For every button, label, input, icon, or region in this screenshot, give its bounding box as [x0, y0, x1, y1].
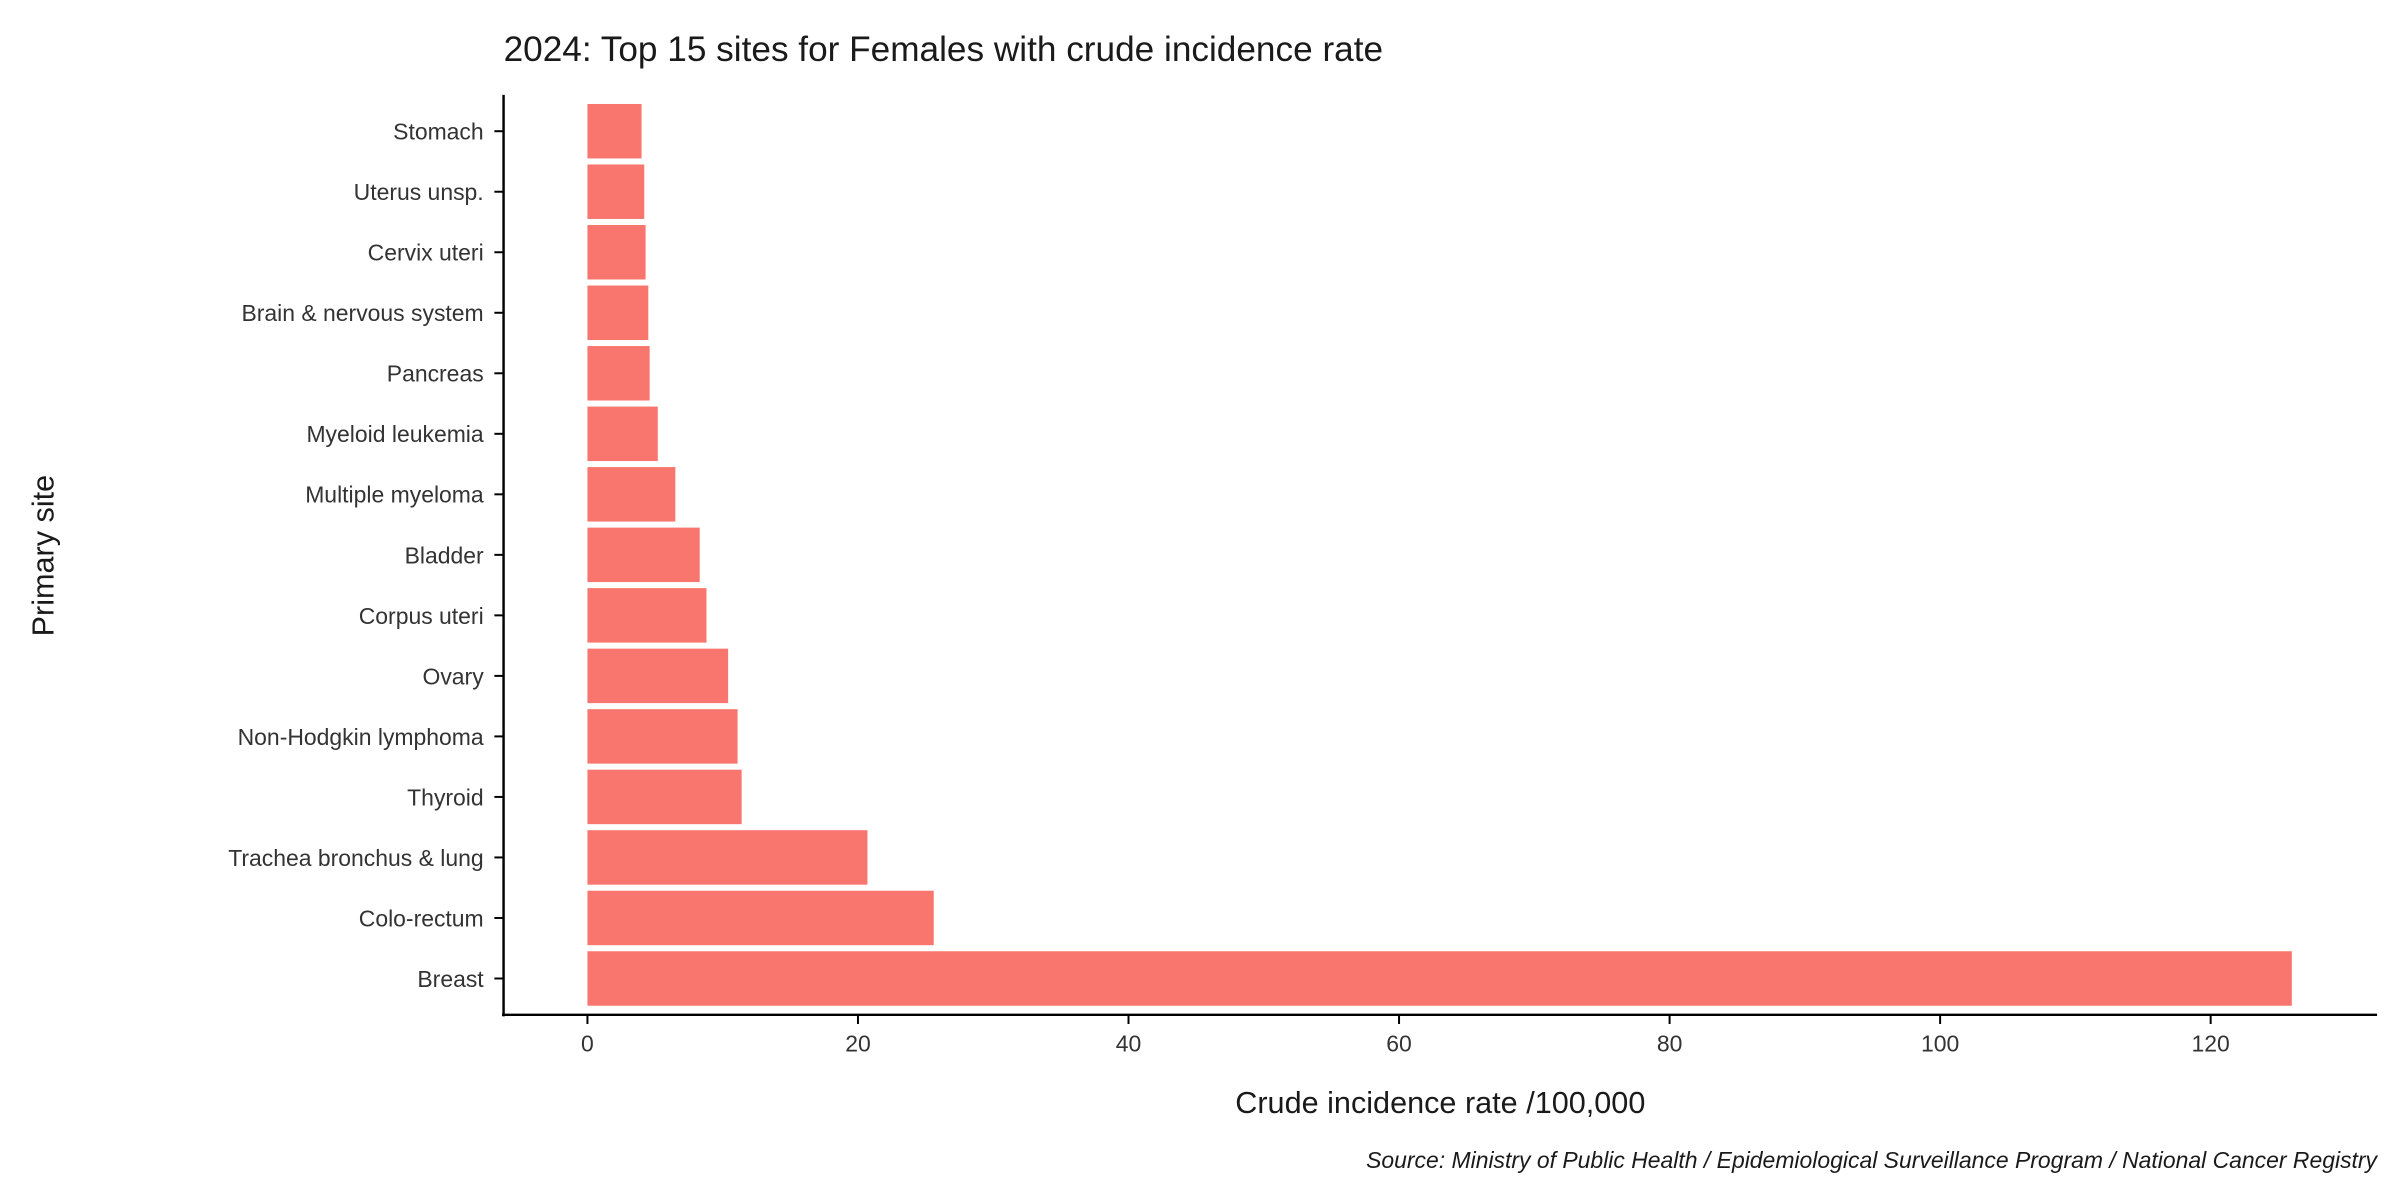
bar	[587, 890, 934, 946]
bar	[587, 164, 645, 219]
y-tick-label: Corpus uteri	[359, 603, 484, 629]
y-tick-label: Non-Hodgkin lymphoma	[238, 724, 484, 750]
x-tick-label: 40	[1116, 1031, 1142, 1057]
x-axis-title: Crude incidence rate /100,000	[1235, 1086, 1645, 1120]
bar	[587, 709, 738, 764]
y-tick-label: Pancreas	[387, 361, 484, 387]
y-tick-label: Uterus unsp.	[354, 179, 484, 205]
bar	[587, 285, 649, 341]
y-tick-label: Trachea bronchus & lung	[228, 845, 483, 871]
x-tick-label: 60	[1386, 1031, 1412, 1057]
bar	[587, 951, 2292, 1006]
bar	[587, 769, 742, 825]
y-tick-label: Cervix uteri	[368, 240, 484, 266]
bar	[587, 225, 646, 280]
y-tick-label: Myeloid leukemia	[306, 421, 483, 447]
caption: Source: Ministry of Public Health / Epid…	[1366, 1147, 2378, 1173]
y-tick-label: Ovary	[422, 663, 484, 689]
x-tick-label: 20	[845, 1031, 871, 1057]
x-tick-label: 80	[1657, 1031, 1683, 1057]
y-tick-label: Colo-rectum	[359, 905, 484, 931]
x-tick-label: 0	[581, 1031, 594, 1057]
x-tick-label: 120	[2192, 1031, 2230, 1057]
bar	[587, 467, 676, 522]
y-tick-label: Stomach	[393, 119, 484, 145]
bar	[587, 527, 700, 583]
bar	[587, 588, 707, 643]
y-axis-title: Primary site	[27, 475, 61, 637]
y-tick-label: Multiple myeloma	[305, 482, 484, 508]
y-tick-label: Brain & nervous system	[241, 300, 483, 326]
bar	[587, 648, 729, 704]
bar	[587, 406, 658, 462]
bar	[587, 103, 642, 159]
bar	[587, 830, 868, 885]
bar	[587, 346, 650, 401]
y-tick-label: Breast	[417, 966, 484, 992]
chart-title: 2024: Top 15 sites for Females with crud…	[504, 30, 1384, 69]
y-tick-label: Bladder	[405, 542, 484, 568]
x-tick-label: 100	[1921, 1031, 1959, 1057]
y-tick-label: Thyroid	[407, 784, 484, 810]
